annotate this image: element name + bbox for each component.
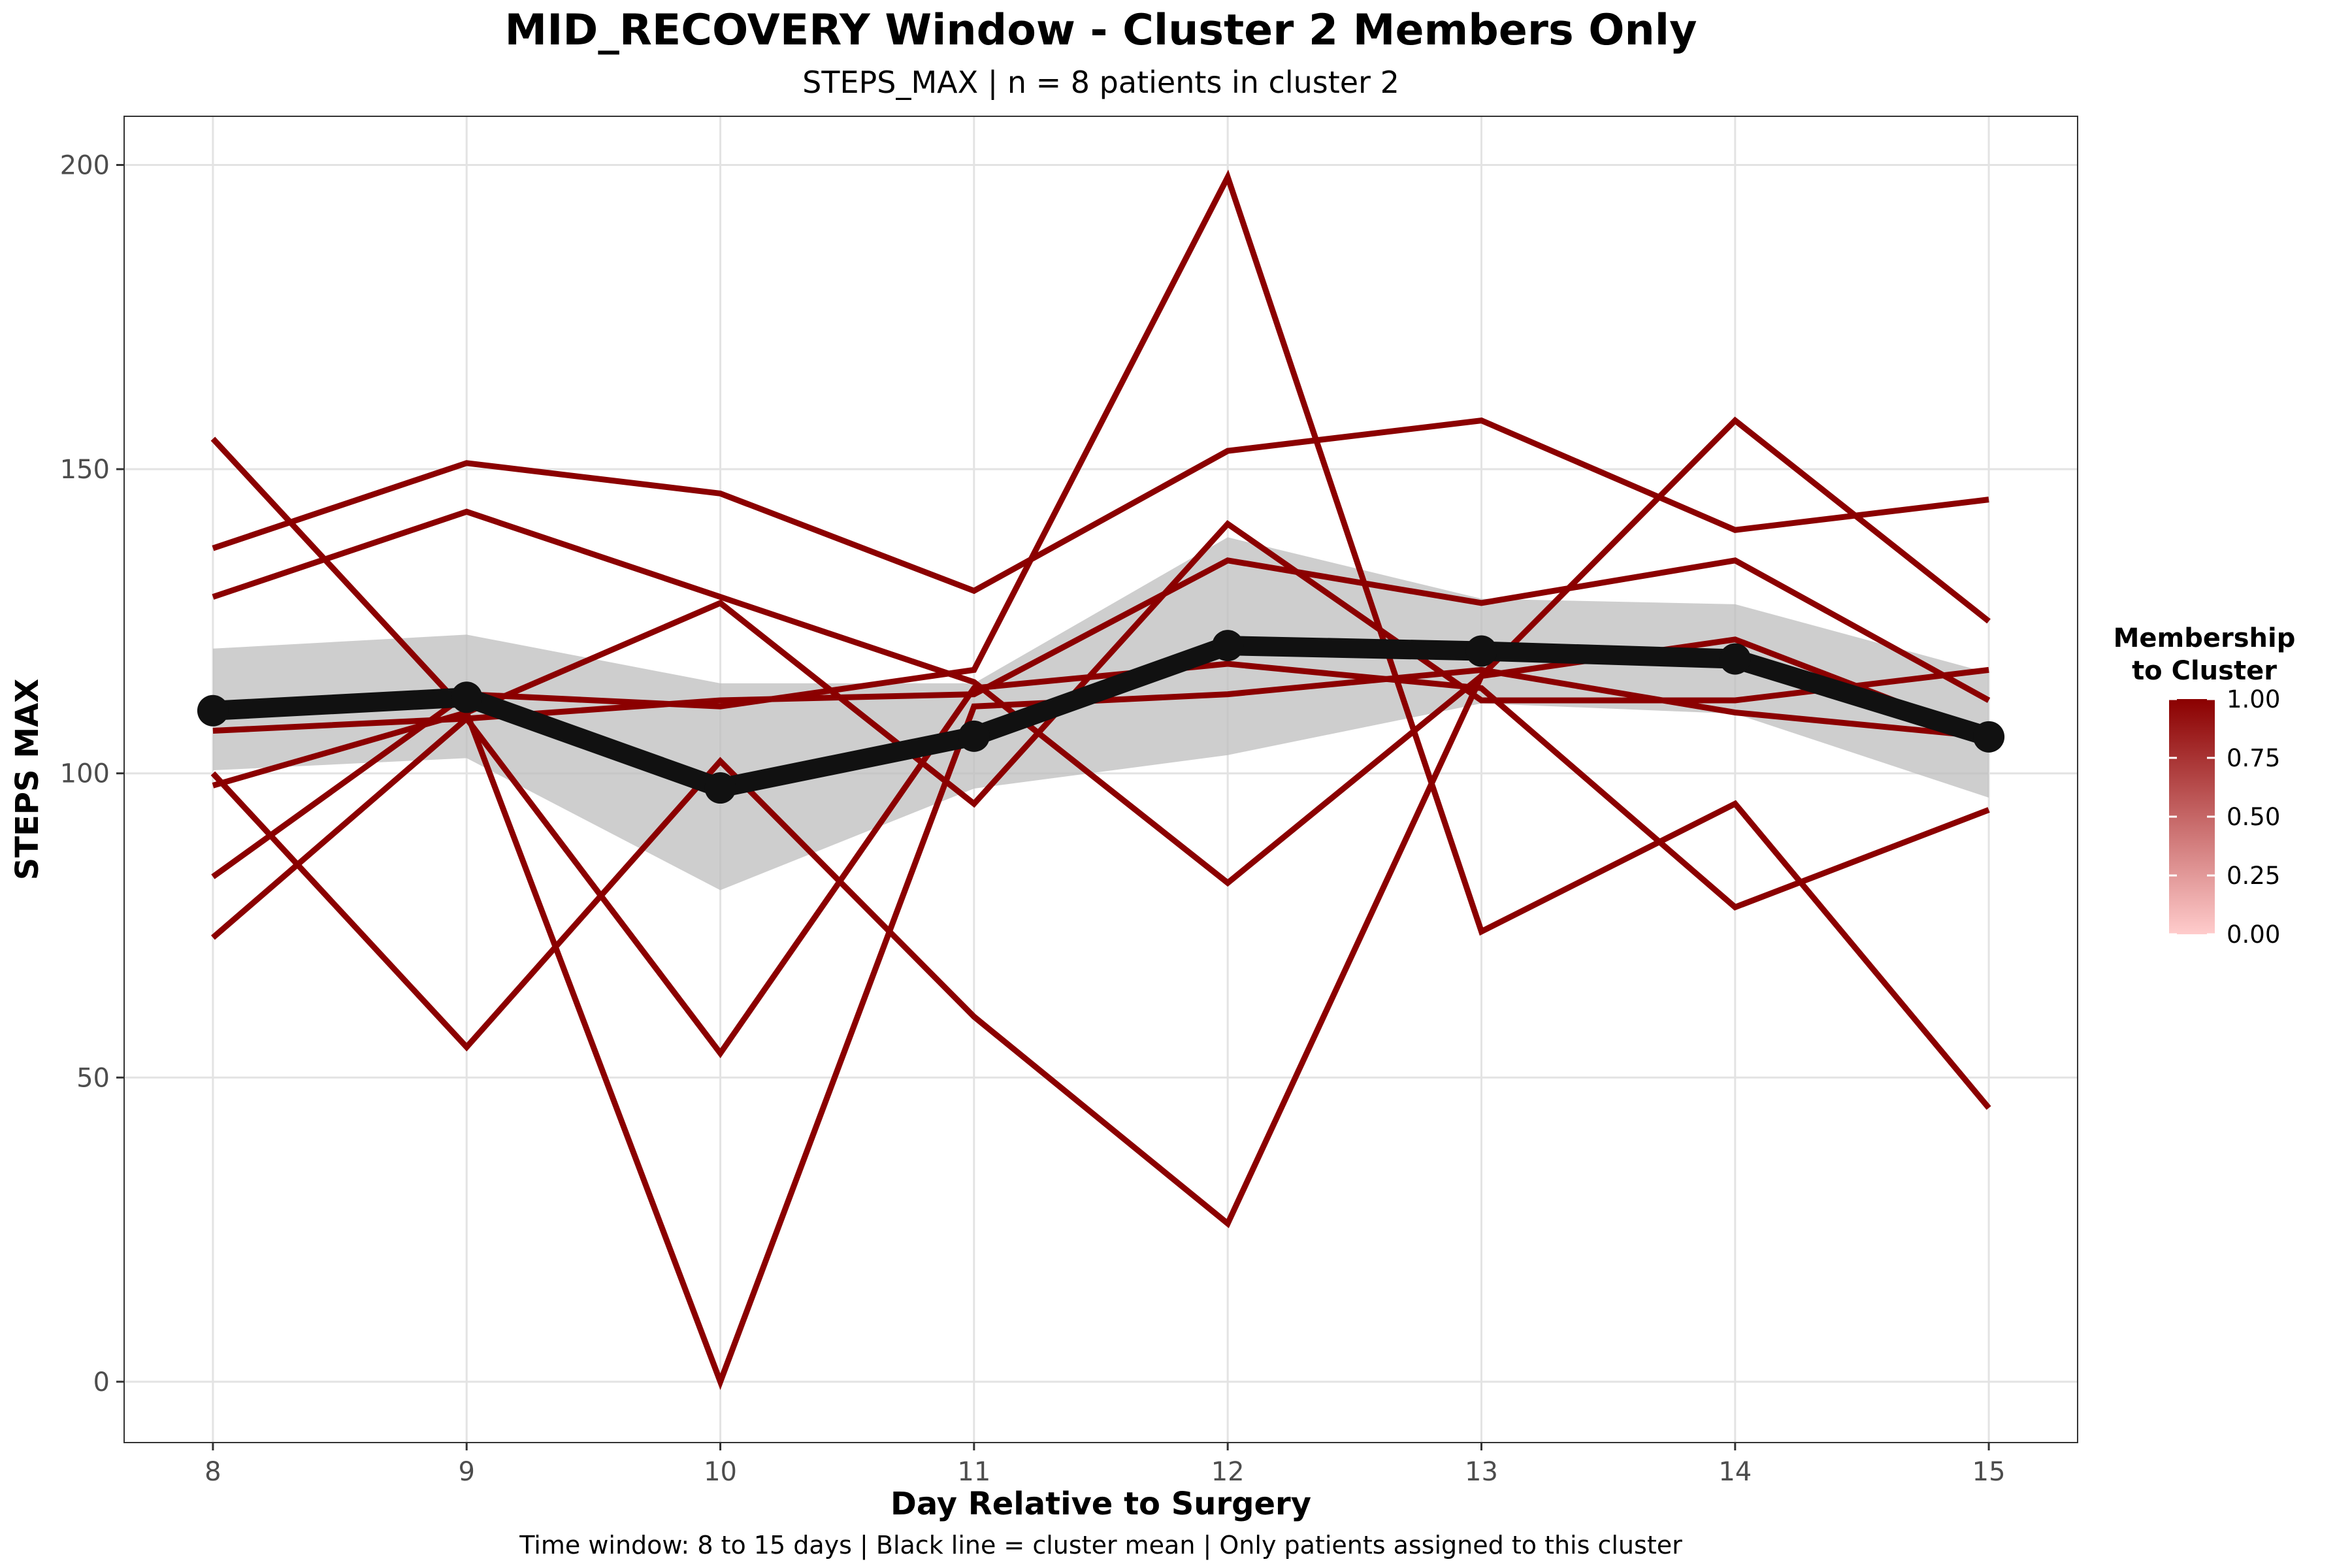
y-tick-label: 50 <box>76 1063 110 1093</box>
x-tick-label: 8 <box>204 1457 221 1487</box>
series-layer <box>210 169 1991 1390</box>
legend-tick-label: 0.00 <box>2227 921 2280 949</box>
x-tick-label: 12 <box>1211 1457 1245 1487</box>
patient-series-line <box>212 417 1989 595</box>
x-tick-label: 14 <box>1718 1457 1752 1487</box>
legend-ticks: 1.00 0.75 0.50 0.25 0.00 <box>2169 685 2280 949</box>
chart-caption: Time window: 8 to 15 days | Black line =… <box>519 1531 1682 1560</box>
patient-series-line <box>210 436 1989 1390</box>
legend-tick-label: 0.50 <box>2227 803 2280 831</box>
x-axis-title: Day Relative to Surgery <box>890 1486 1311 1522</box>
x-tick-label: 13 <box>1465 1457 1498 1487</box>
patient-series-line <box>210 636 1990 1228</box>
chart-title: MID_RECOVERY Window - Cluster 2 Members … <box>505 6 1697 55</box>
legend-title-line-2: to Cluster <box>2132 656 2277 686</box>
plot-panel-border <box>123 116 2078 1443</box>
patient-series-line <box>210 661 1990 1058</box>
cluster-mean-point <box>1212 630 1244 662</box>
legend-tick-label: 0.75 <box>2227 744 2280 772</box>
cluster-mean-point <box>197 694 229 727</box>
y-tick-label: 200 <box>60 150 110 180</box>
x-tick-label: 10 <box>704 1457 737 1487</box>
x-tick-label: 15 <box>1972 1457 2006 1487</box>
chart-subtitle: STEPS_MAX | n = 8 patients in cluster 2 <box>802 65 1399 101</box>
legend: Membership to Cluster 1.00 0.75 0.50 0.25 0.… <box>2114 623 2296 949</box>
patient-series-line <box>211 169 1991 1110</box>
legend-title-line-1: Membership <box>2114 623 2296 653</box>
legend-tick-label: 0.25 <box>2227 862 2280 890</box>
cluster-mean-point <box>958 720 990 752</box>
y-tick-label: 100 <box>60 759 110 789</box>
cluster-mean-point <box>704 772 736 804</box>
cluster-mean-point <box>1973 721 2005 753</box>
y-tick-label: 0 <box>93 1367 110 1397</box>
mean-layer <box>197 630 2005 804</box>
cluster-mean-point <box>1465 635 1497 667</box>
x-tick-label: 9 <box>458 1457 474 1487</box>
y-tick-label: 150 <box>60 455 110 485</box>
x-tick-label: 11 <box>957 1457 990 1487</box>
patient-series-line <box>212 416 1991 887</box>
cluster-mean-point <box>451 681 483 713</box>
y-axis-title: STEPS MAX <box>9 679 46 880</box>
confidence-band-layer <box>212 537 1989 890</box>
cluster-mean-line <box>203 636 1999 798</box>
confidence-band <box>212 537 1989 890</box>
legend-tick-label: 1.00 <box>2227 685 2280 713</box>
cluster-mean-point <box>1719 643 1751 675</box>
